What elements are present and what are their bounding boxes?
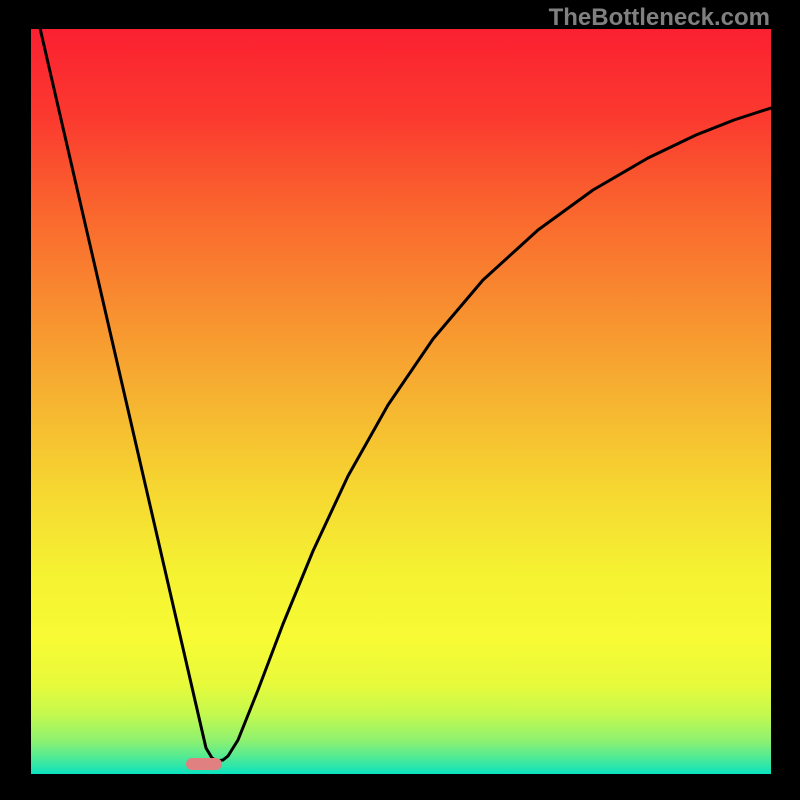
watermark-text: TheBottleneck.com [549, 4, 770, 32]
chart-container: TheBottleneck.com [0, 0, 800, 800]
gradient-background [31, 29, 771, 774]
plot-area [31, 29, 771, 774]
optimal-marker [186, 758, 222, 770]
